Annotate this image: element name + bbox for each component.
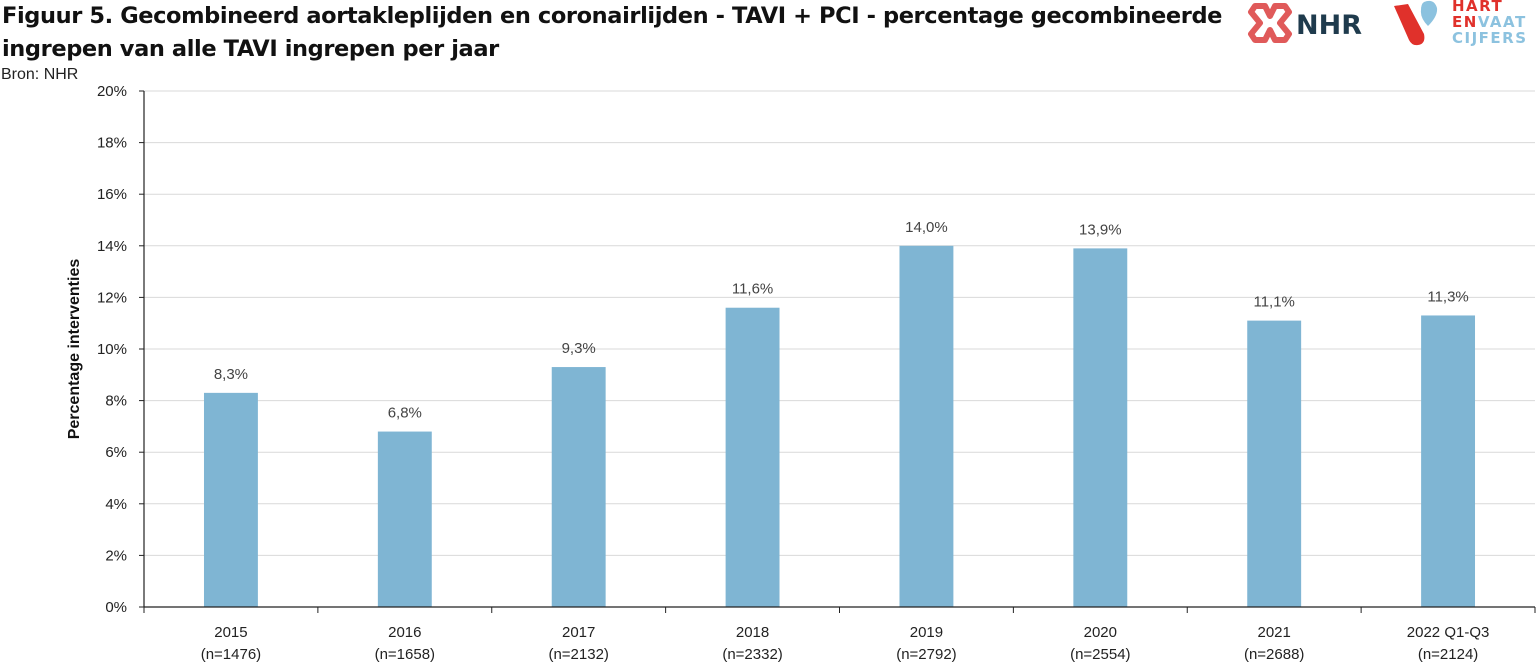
bar (1073, 248, 1128, 607)
x-category-label: 2019 (910, 624, 943, 641)
x-category-n-label: (n=2124) (1418, 646, 1478, 663)
bar (1421, 315, 1476, 607)
data-label: 13,9% (1079, 221, 1122, 238)
y-tick-label: 4% (105, 496, 127, 513)
nhr-logo-text: NHR (1296, 10, 1362, 41)
x-category-n-label: (n=2792) (896, 646, 956, 663)
y-axis-ticks: 0% 2% 4% 6% 8% 10% 12% 14% 16% 18% 20% (97, 83, 144, 616)
axes (143, 91, 1536, 613)
y-tick-label: 8% (105, 393, 127, 410)
x-category-label: 2021 (1258, 624, 1291, 641)
y-tick-label: 2% (105, 547, 127, 564)
bar (551, 367, 606, 607)
x-category-n-label: (n=2554) (1070, 646, 1130, 663)
y-tick-label: 20% (97, 83, 127, 100)
bar (1247, 320, 1302, 607)
hvc-hart-text: HART (1452, 0, 1504, 15)
bars (203, 245, 1476, 608)
data-labels: 8,3% 6,8% 9,3% 11,6% 14,0% 13,9% 11,1% 11,3% (214, 219, 1469, 422)
x-category-n-label: (n=2132) (548, 646, 608, 663)
heart-drop-icon (1394, 0, 1438, 46)
data-label: 6,8% (388, 405, 422, 422)
x-category-label: 2017 (562, 624, 595, 641)
bar (899, 245, 954, 608)
data-label: 11,1% (1253, 294, 1294, 311)
x-category-n-label: (n=1476) (201, 646, 261, 663)
y-tick-label: 14% (97, 238, 127, 255)
data-label: 11,3% (1427, 288, 1468, 305)
y-tick-label: 16% (97, 186, 127, 203)
x-category-label: 2020 (1084, 624, 1117, 641)
y-tick-label: 10% (97, 341, 127, 358)
x-category-n-label: (n=2332) (722, 646, 782, 663)
y-axis-label: Percentage interventies (66, 259, 83, 440)
gridlines (144, 90, 1535, 556)
y-tick-label: 6% (105, 444, 127, 461)
x-axis-categories: 2015 (n=1476) 2016 (n=1658) 2017 (n=2132) 2018… (201, 624, 1490, 663)
x-category-label: 2016 (388, 624, 421, 641)
data-label: 9,3% (562, 340, 596, 357)
bar (377, 431, 432, 607)
x-category-label: 2018 (736, 624, 769, 641)
y-tick-label: 18% (97, 135, 127, 152)
x-category-label: 2022 Q1-Q3 (1407, 624, 1490, 641)
nhr-logo: NHR (1243, 0, 1378, 51)
source-note: Bron: NHR (1, 66, 79, 83)
hvc-cijfers-text: CIJFERS (1452, 29, 1528, 47)
chart-title: Figuur 5. Gecombineerd aortakleplijden e… (2, 3, 1223, 62)
data-label: 14,0% (905, 219, 948, 236)
hvc-en-vaat-text: ENVAAT (1452, 14, 1527, 30)
x-category-n-label: (n=1658) (375, 646, 435, 663)
hvc-vaat-text: VAAT (1477, 13, 1527, 31)
y-tick-label: 0% (105, 599, 127, 616)
bar (203, 392, 258, 607)
bar (725, 307, 780, 607)
x-category-label: 2015 (214, 624, 247, 641)
x-category-n-label: (n=2688) (1244, 646, 1304, 663)
data-label: 8,3% (214, 366, 248, 383)
data-label: 11,6% (732, 281, 773, 298)
hvc-en-text: EN (1452, 13, 1478, 31)
nhr-cross-icon: NHR (1248, 3, 1362, 43)
y-tick-label: 12% (97, 289, 127, 306)
